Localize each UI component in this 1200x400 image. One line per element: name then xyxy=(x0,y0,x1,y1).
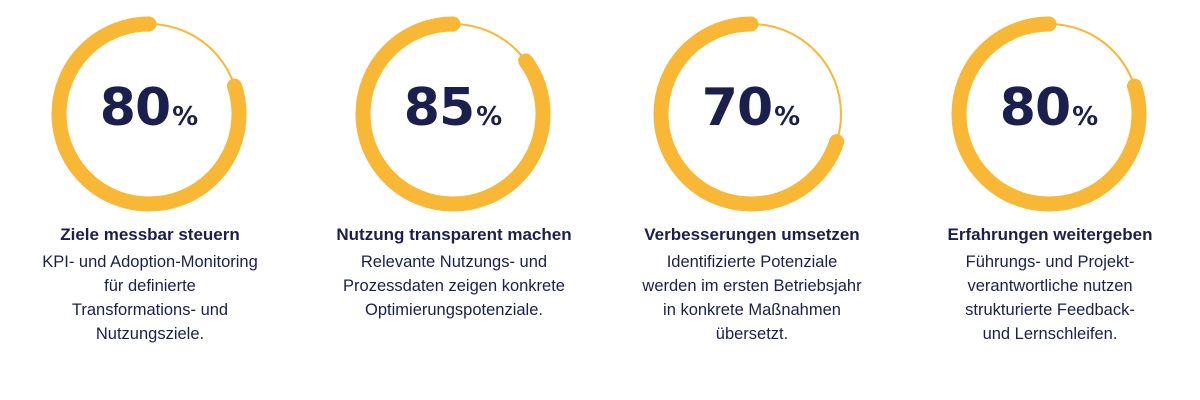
kpi-description: Identifizierte Potenziale werden im erst… xyxy=(602,250,902,346)
percentage-value: 80% xyxy=(49,78,249,138)
kpi-title: Ziele messbar steuern xyxy=(60,225,240,244)
progress-ring-graphic xyxy=(653,16,849,212)
kpi-card: 80% Erfahrungen weitergeben Führungs- un… xyxy=(900,0,1200,400)
progress-ring-graphic xyxy=(355,16,551,212)
progress-ring: 85% xyxy=(353,14,553,214)
percent-sign: % xyxy=(172,102,199,132)
percentage-number: 85 xyxy=(403,78,475,138)
percent-sign: % xyxy=(476,102,503,132)
progress-ring: 80% xyxy=(49,14,249,214)
ring-progress-arc xyxy=(653,16,849,212)
ring-progress-arc xyxy=(51,16,247,212)
kpi-card: 85% Nutzung transparent machen Relevante… xyxy=(304,0,604,400)
description-line: Prozessdaten zeigen konkrete xyxy=(343,277,565,295)
description-line: übersetzt. xyxy=(715,325,789,343)
ring-progress-arc xyxy=(951,16,1147,212)
percent-sign: % xyxy=(774,102,801,132)
percentage-number: 70 xyxy=(701,78,773,138)
description-line: Identifizierte Potenziale xyxy=(666,253,838,271)
kpi-description: KPI- und Adoption-Monitoring für definie… xyxy=(0,250,300,346)
progress-ring: 80% xyxy=(949,14,1149,214)
percentage-number: 80 xyxy=(99,78,171,138)
description-line: werden im ersten Betriebsjahr xyxy=(642,277,862,295)
percentage-number: 80 xyxy=(999,78,1071,138)
kpi-card: 70% Verbesserungen umsetzen Identifizier… xyxy=(602,0,902,400)
description-line: strukturierte Feedback- xyxy=(965,301,1135,319)
progress-ring-graphic xyxy=(951,16,1147,212)
ring-progress-arc xyxy=(355,16,551,212)
description-line: Optimierungspotenziale. xyxy=(365,301,543,319)
kpi-title: Erfahrungen weitergeben xyxy=(947,225,1153,244)
description-line: Relevante Nutzungs- und xyxy=(360,253,548,271)
description-line: Führungs- und Projekt- xyxy=(965,253,1135,271)
description-line: verantwortliche nutzen xyxy=(967,277,1133,295)
kpi-description: Relevante Nutzungs- und Prozessdaten zei… xyxy=(304,250,604,322)
description-line: für definierte xyxy=(104,277,196,295)
description-line: KPI- und Adoption-Monitoring xyxy=(42,253,258,271)
progress-ring-graphic xyxy=(51,16,247,212)
description-line: Transformations- und xyxy=(71,301,229,319)
description-line: in konkrete Maßnahmen xyxy=(663,301,841,319)
description-line: Nutzungsziele. xyxy=(95,325,205,343)
kpi-description: Führungs- und Projekt- verantwortliche n… xyxy=(900,250,1200,346)
kpi-card: 80% Ziele messbar steuern KPI- und Adopt… xyxy=(0,0,300,400)
percentage-value: 80% xyxy=(949,78,1149,138)
kpi-title: Nutzung transparent machen xyxy=(336,225,572,244)
description-line: und Lernschleifen. xyxy=(982,325,1118,343)
percent-sign: % xyxy=(1072,102,1099,132)
percentage-value: 70% xyxy=(651,78,851,138)
progress-ring: 70% xyxy=(651,14,851,214)
kpi-title: Verbesserungen umsetzen xyxy=(644,225,860,244)
percentage-value: 85% xyxy=(353,78,553,138)
